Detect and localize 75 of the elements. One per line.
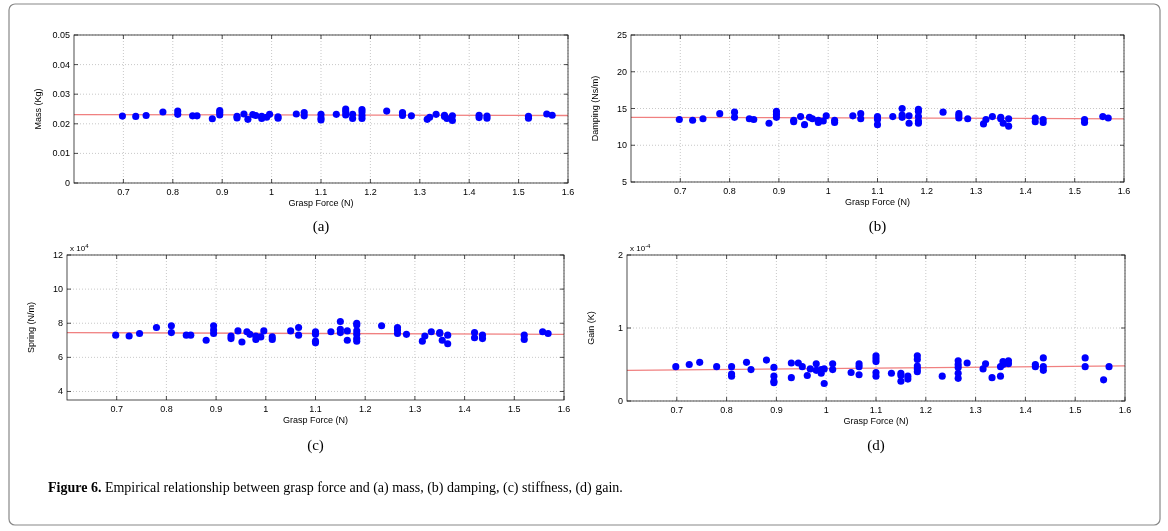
text: Figure 6. xyxy=(48,480,102,495)
text: (c) xyxy=(307,437,324,454)
y-tick-label: 4 xyxy=(57,386,63,397)
x-tick-label: 1.5 xyxy=(1068,405,1082,415)
x-tick-label: 1 xyxy=(263,404,269,414)
y-tick-label: 10 xyxy=(52,284,63,295)
x-tick-label: 0.8 xyxy=(723,186,736,196)
text: Empirical relationship between grasp force and (a) mass, (b) damping, (c) stiffness, (d) gain. xyxy=(101,480,623,496)
x-tick-label: 0.7 xyxy=(117,187,130,197)
y-tick-label: 6 xyxy=(57,352,63,363)
y-tick-label: 0.04 xyxy=(52,59,70,70)
x-tick-label: 1.1 xyxy=(871,186,884,196)
x-tick-label: 1.6 xyxy=(557,404,571,414)
x-tick-label: 0.8 xyxy=(160,404,173,414)
x-tick-label: 1.4 xyxy=(1019,405,1032,415)
x-tick-label: 1.2 xyxy=(919,405,933,415)
y-axis-title: Mass (Kg) xyxy=(33,88,43,130)
x-tick-label: 1.2 xyxy=(364,187,377,197)
x-tick-label: 1.3 xyxy=(408,404,422,414)
x-tick-label: 1.3 xyxy=(969,405,982,415)
x-tick-label: 1.5 xyxy=(1068,186,1081,196)
y-tick-label: 1 xyxy=(617,323,623,333)
text: (b) xyxy=(868,218,887,235)
x-tick-label: 1.5 xyxy=(512,187,525,197)
x-tick-label: 0.7 xyxy=(110,404,123,414)
x-tick-label: 1 xyxy=(825,186,831,196)
y-tick-label: 10 xyxy=(616,140,627,151)
x-tick-label: 1.1 xyxy=(314,187,328,197)
x-tick-label: 1.6 xyxy=(1118,405,1132,415)
y-tick-label: 0 xyxy=(617,396,623,406)
x-tick-label: 1.6 xyxy=(1117,186,1131,196)
x-tick-label: 1.5 xyxy=(508,404,521,414)
y-tick-label: 15 xyxy=(616,103,627,114)
x-tick-label: 1.3 xyxy=(413,187,427,197)
y-tick-label: 5 xyxy=(621,177,627,187)
y-axis-title: Gain (K) xyxy=(586,311,596,345)
text: (d) xyxy=(867,437,885,454)
x-tick-label: 0.9 xyxy=(209,404,223,414)
text: (a) xyxy=(312,218,330,235)
y-tick-label: 0.02 xyxy=(52,118,70,129)
x-tick-label: 0.9 xyxy=(215,187,229,197)
y-tick-label: 8 xyxy=(57,318,63,329)
x-axis-title: Grasp Force (N) xyxy=(282,415,349,425)
x-tick-label: 1.6 xyxy=(561,187,575,197)
x-tick-label: 0.8 xyxy=(720,405,733,415)
y-tick-label: 12 xyxy=(52,250,63,260)
x-axis-title: Grasp Force (N) xyxy=(844,197,911,207)
y-tick-label: 0.05 xyxy=(52,30,70,40)
y-axis-title: Spring (N/m) xyxy=(26,301,36,354)
x-tick-label: 1 xyxy=(823,405,829,415)
x-tick-label: 1.4 xyxy=(458,404,471,414)
x-tick-label: 1.3 xyxy=(969,186,983,196)
y-tick-label: 20 xyxy=(616,66,627,77)
y-tick-label: 0.03 xyxy=(52,89,70,100)
x-tick-label: 1.1 xyxy=(869,405,883,415)
text: x 10$^{-4}$ xyxy=(630,243,652,253)
y-tick-label: 0 xyxy=(64,178,70,188)
x-axis-title: Grasp Force (N) xyxy=(288,198,354,208)
x-tick-label: 1.4 xyxy=(1019,186,1032,196)
x-tick-label: 0.7 xyxy=(674,186,687,196)
x-axis-title: Grasp Force (N) xyxy=(843,416,909,426)
x-tick-label: 0.8 xyxy=(166,187,180,197)
x-tick-label: 1.2 xyxy=(920,186,934,196)
x-tick-label: 0.9 xyxy=(770,405,783,415)
y-axis-title: Damping (Ns/m) xyxy=(590,75,600,142)
y-tick-label: 25 xyxy=(616,30,627,40)
y-tick-label: 0.01 xyxy=(52,148,70,159)
x-tick-label: 1.1 xyxy=(309,404,322,414)
x-tick-label: 1.4 xyxy=(462,187,476,197)
y-tick-label: 2 xyxy=(617,250,623,260)
text: x 10$^{4}$ xyxy=(70,243,90,253)
x-tick-label: 0.7 xyxy=(670,405,684,415)
x-tick-label: 1.2 xyxy=(358,404,372,414)
x-tick-label: 1 xyxy=(269,187,275,197)
x-tick-label: 0.9 xyxy=(772,186,786,196)
